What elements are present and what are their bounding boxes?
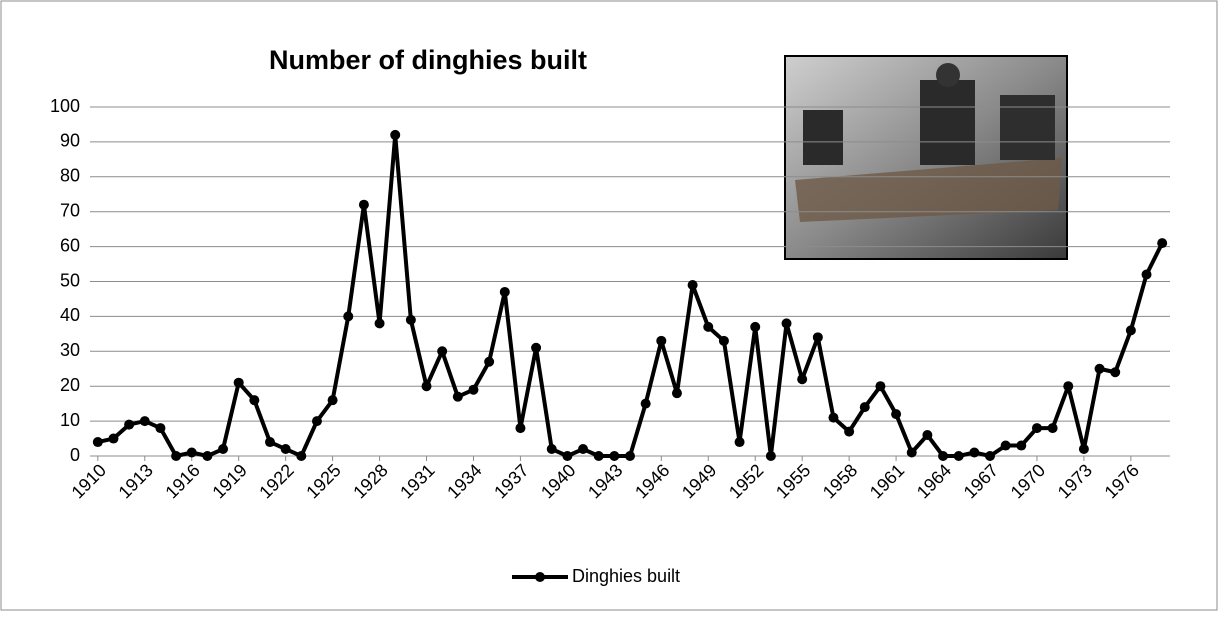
- point: [343, 311, 354, 322]
- point: [1141, 269, 1152, 280]
- point: [390, 129, 401, 140]
- point: [327, 395, 338, 406]
- point: [139, 416, 150, 427]
- point: [625, 451, 635, 461]
- point: [280, 444, 291, 455]
- point: [484, 356, 495, 367]
- point: [249, 395, 260, 406]
- point: [859, 402, 870, 413]
- point: [1157, 238, 1168, 249]
- point: [922, 430, 933, 441]
- point: [186, 447, 197, 458]
- point: [593, 451, 604, 461]
- point: [953, 451, 964, 461]
- point: [124, 419, 135, 430]
- point: [1031, 423, 1042, 434]
- point: [374, 318, 385, 329]
- point: [750, 321, 761, 332]
- point: [797, 374, 808, 385]
- point: [108, 433, 119, 444]
- point: [1016, 440, 1027, 451]
- y-tick-label: 20: [60, 375, 80, 395]
- point: [985, 451, 995, 461]
- point: [265, 437, 275, 448]
- point: [1000, 440, 1011, 451]
- point: [499, 286, 510, 297]
- y-tick-label: 70: [60, 200, 80, 220]
- point: [531, 342, 542, 353]
- point: [405, 314, 416, 325]
- point: [1094, 363, 1105, 374]
- point: [1063, 381, 1074, 392]
- point: [437, 346, 448, 357]
- point: [468, 384, 479, 395]
- y-tick-label: 10: [60, 410, 80, 430]
- point: [891, 409, 902, 420]
- point: [734, 437, 745, 448]
- point: [671, 388, 682, 399]
- point: [546, 444, 557, 455]
- y-tick-label: 0: [70, 445, 80, 465]
- point: [844, 426, 855, 437]
- point: [296, 451, 307, 461]
- y-tick-label: 40: [60, 305, 80, 325]
- point: [202, 451, 213, 461]
- point: [421, 381, 432, 392]
- point: [358, 199, 369, 210]
- point: [452, 391, 463, 402]
- point: [906, 447, 917, 458]
- point: [562, 451, 573, 461]
- point: [969, 447, 980, 458]
- point: [1125, 325, 1136, 336]
- chart-title: Number of dinghies built: [269, 45, 587, 75]
- point: [875, 381, 886, 392]
- point: [515, 423, 526, 434]
- y-tick-label: 30: [60, 340, 80, 360]
- point: [155, 423, 166, 434]
- point: [1078, 444, 1089, 455]
- point: [609, 451, 620, 461]
- point: [171, 451, 182, 461]
- point: [828, 412, 839, 423]
- legend-label: Dinghies built: [572, 566, 680, 586]
- photo: [784, 55, 1068, 260]
- point: [718, 335, 729, 346]
- point: [233, 377, 244, 388]
- point: [1110, 367, 1121, 378]
- point: [781, 318, 792, 329]
- point: [92, 437, 103, 448]
- point: [703, 321, 714, 332]
- y-tick-label: 80: [60, 166, 80, 186]
- y-tick-label: 100: [50, 96, 80, 116]
- point: [311, 416, 322, 427]
- legend-marker: [535, 572, 545, 582]
- point: [656, 335, 667, 346]
- point: [687, 279, 698, 290]
- y-tick-label: 90: [60, 131, 80, 151]
- y-tick-label: 60: [60, 235, 80, 255]
- point: [938, 451, 949, 461]
- point: [578, 444, 589, 455]
- point: [640, 398, 651, 409]
- point: [218, 444, 229, 455]
- point: [765, 451, 776, 461]
- y-tick-label: 50: [60, 270, 80, 290]
- point: [812, 332, 823, 343]
- point: [1047, 423, 1058, 434]
